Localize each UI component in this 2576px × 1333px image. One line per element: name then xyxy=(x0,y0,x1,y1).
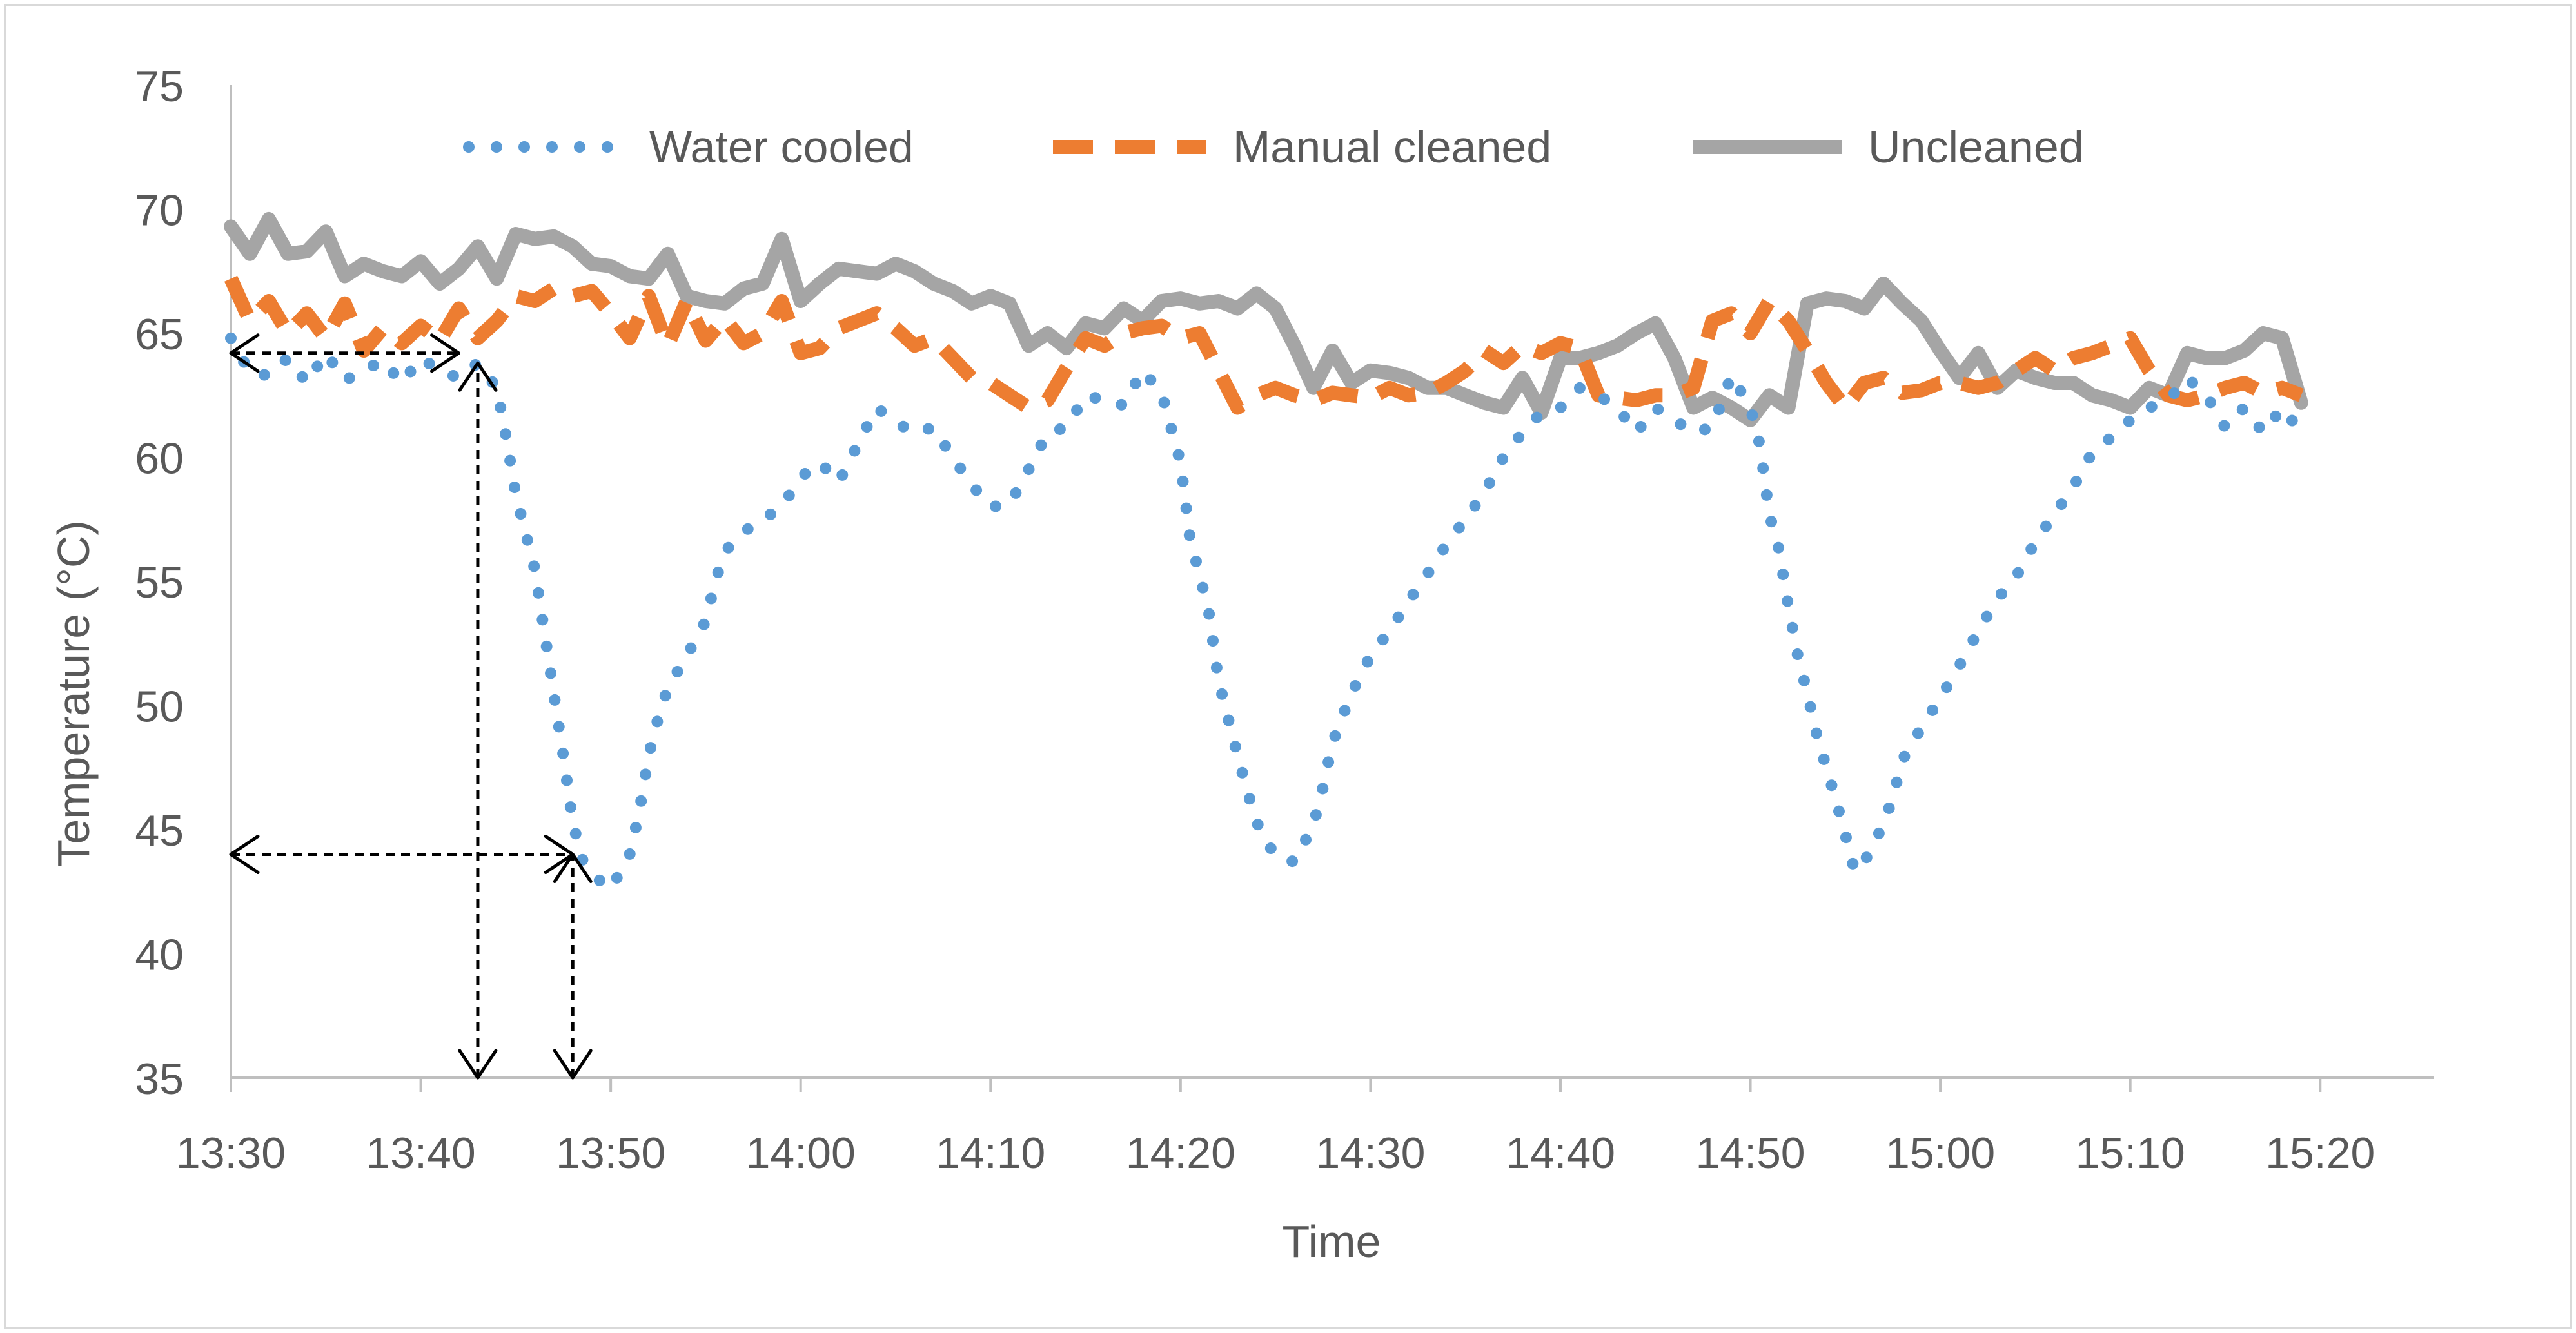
annotation-arrowhead-right-0 xyxy=(429,333,460,373)
y-tick-label-70: 70 xyxy=(135,186,184,235)
chart-border xyxy=(4,4,2572,1329)
y-axis: 35 40 45 50 55 60 65 70 75 xyxy=(135,62,232,1104)
x-tick-label-1350: 13:50 xyxy=(556,1129,665,1178)
legend-label-uncleaned: Uncleaned xyxy=(1868,122,2084,172)
x-tick-label-1500: 15:00 xyxy=(1885,1129,1995,1178)
series-line-manual-cleaned xyxy=(224,275,2304,415)
y-tick-label-75: 75 xyxy=(135,62,184,111)
y-tick-label-55: 55 xyxy=(135,558,184,607)
series-line-uncleaned xyxy=(224,211,2308,427)
series-line-water-cooled xyxy=(225,332,2307,895)
x-tick-label-1450: 14:50 xyxy=(1695,1129,1805,1178)
annotations xyxy=(229,333,593,1080)
annotation-arrowhead-down-3 xyxy=(553,1049,593,1080)
y-tick-label-35: 35 xyxy=(135,1055,184,1104)
y-tick-label-50: 50 xyxy=(135,683,184,732)
x-tick-label-1430: 14:30 xyxy=(1315,1129,1425,1178)
y-tick-label-65: 65 xyxy=(135,310,184,359)
x-axis-title: Time xyxy=(1283,1216,1381,1267)
legend-label-manual-cleaned: Manual cleaned xyxy=(1233,122,1551,172)
annotation-arrowhead-up-1 xyxy=(458,361,498,392)
x-tick-label-1440: 14:40 xyxy=(1506,1129,1615,1178)
annotation-arrowhead-left-0 xyxy=(229,333,260,373)
y-axis-title: Temperature (°C) xyxy=(48,520,99,867)
x-tick-label-1410: 14:10 xyxy=(936,1129,1045,1178)
annotation-arrowhead-up-3 xyxy=(553,853,593,883)
x-tick-label-1420: 14:20 xyxy=(1126,1129,1235,1178)
legend-label-water-cooled: Water cooled xyxy=(649,122,914,172)
plot-series xyxy=(224,211,2308,895)
x-tick-label-1520: 15:20 xyxy=(2265,1129,2375,1178)
annotation-arrowhead-left-2 xyxy=(229,835,260,874)
y-tick-label-40: 40 xyxy=(135,931,184,980)
x-tick-label-1400: 14:00 xyxy=(746,1129,856,1178)
y-tick-label-45: 45 xyxy=(135,806,184,855)
x-tick-label-1510: 15:10 xyxy=(2076,1129,2185,1178)
x-axis: 13:30 13:40 13:50 14:00 14:10 14:20 14:30 14:40… xyxy=(176,1076,2434,1178)
x-tick-label-1330: 13:30 xyxy=(176,1129,286,1178)
y-tick-label-60: 60 xyxy=(135,434,184,483)
x-tick-label-1340: 13:40 xyxy=(366,1129,475,1178)
legend: Water cooled Manual cleaned Uncleaned xyxy=(463,122,2084,172)
annotation-arrowhead-down-1 xyxy=(458,1049,498,1080)
